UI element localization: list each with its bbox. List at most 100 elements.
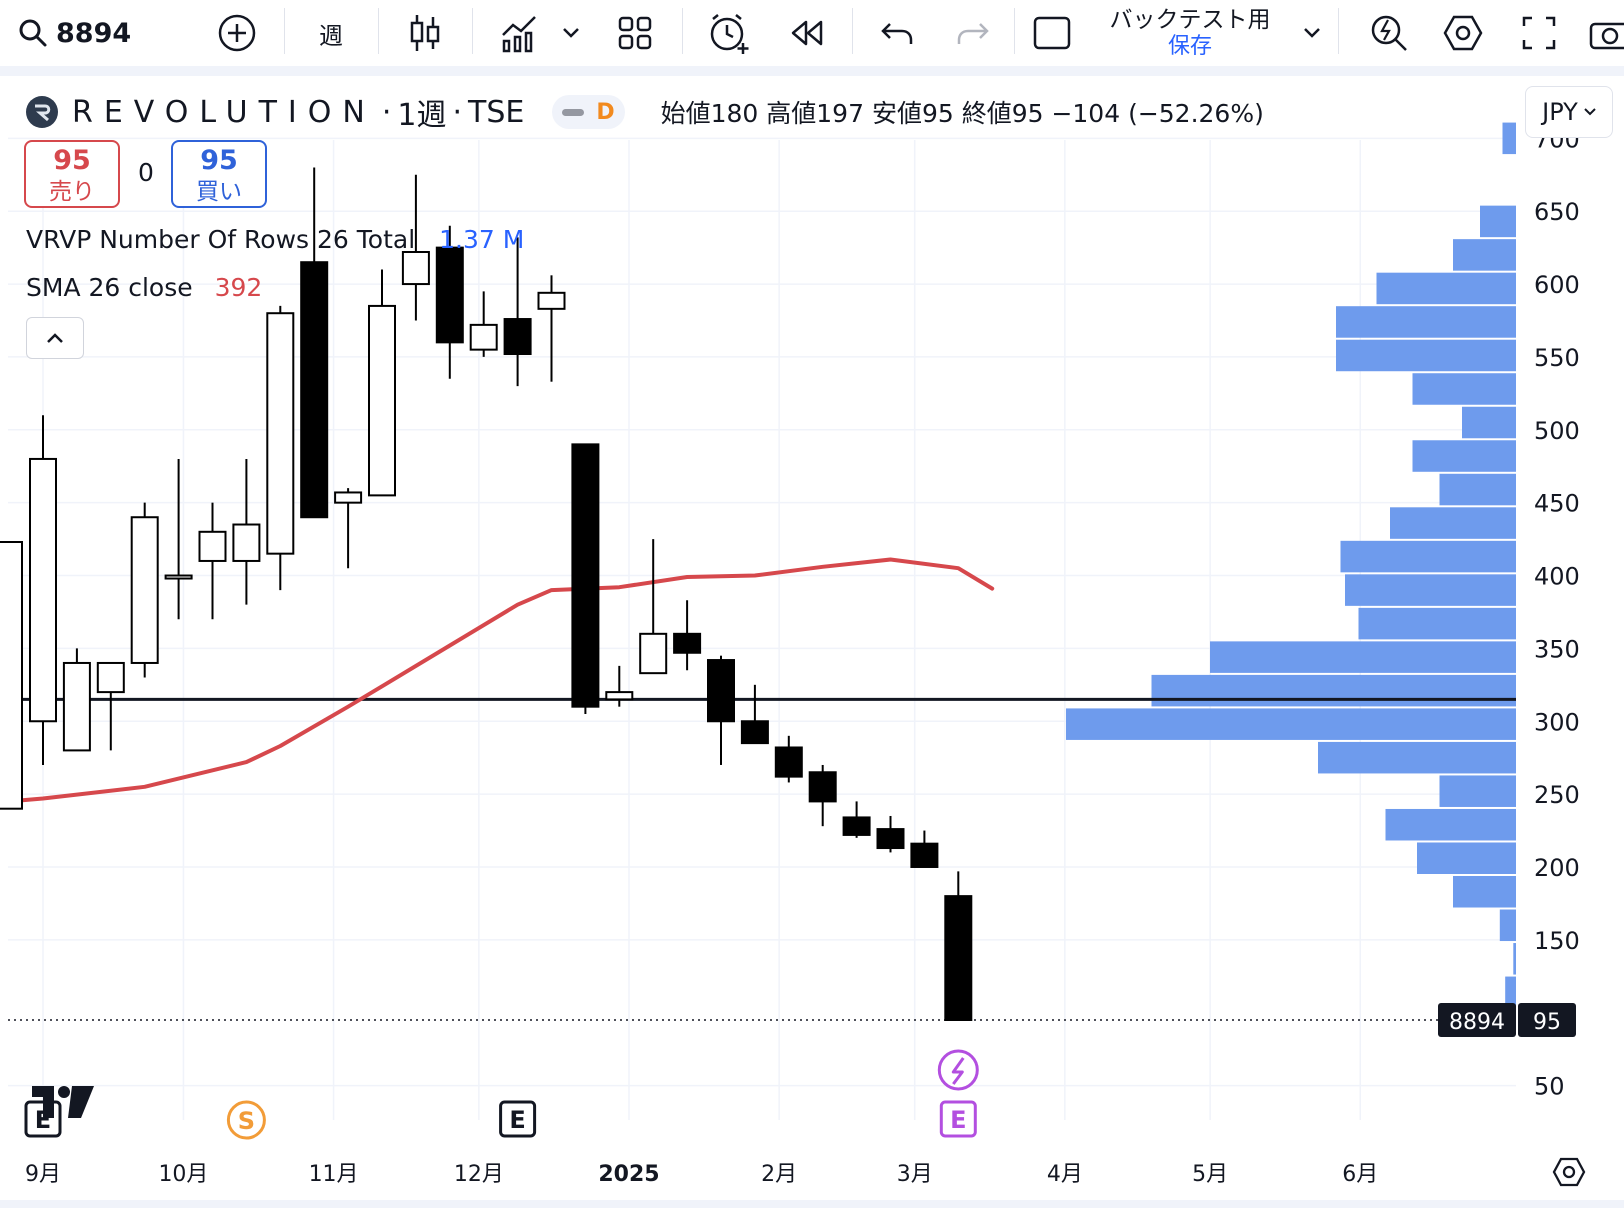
x-axis-tick-label: 10月 [158,1162,208,1187]
replay-button[interactable] [782,0,832,66]
candle-down [571,443,600,708]
data-status-badge[interactable]: D [552,95,625,129]
candle-up [639,632,668,675]
undo-button[interactable] [872,0,922,66]
candle-down [673,632,702,654]
candle-partial [0,541,23,810]
x-axis-tick-label: 4月 [1047,1162,1083,1187]
candle-down [707,659,735,723]
x-axis-tick-label: 9月 [25,1162,61,1187]
layout-dropdown-button[interactable] [1298,0,1326,66]
quick-search-button[interactable] [1364,0,1414,66]
y-axis-tick-label: 150 [1534,927,1580,955]
sma-legend[interactable]: SMA 26 close 392 [26,273,262,302]
sell-price: 95 [53,145,91,176]
lightning-marker [937,1049,979,1091]
camera-icon [1589,22,1624,50]
buy-button[interactable]: 95 買い [171,140,267,208]
toolbar-separator [0,66,1624,76]
x-axis-tick-label: 5月 [1192,1162,1228,1187]
volume-profile-bar [1336,306,1516,338]
x-axis-tick-label: 6月 [1342,1162,1378,1187]
toolbar-divider [1338,8,1339,54]
indicators-button[interactable] [494,0,544,66]
split-event-marker [226,1100,266,1140]
candle-down [435,246,464,344]
tradingview-logo-icon [32,1086,94,1118]
chart-legend-row: REVOLUTION · 1週 · TSE D 始値180 高値197 安値95… [26,90,1264,134]
y-axis-tick-label: 50 [1534,1073,1565,1101]
indicators-icon [502,16,536,53]
undo-icon [881,23,913,44]
last-price-tag [1518,1003,1576,1037]
window-icon [1033,16,1071,50]
earnings-event-marker [499,1100,537,1138]
candle-up [130,516,159,664]
candlestick-icon [410,15,440,51]
candle-up [605,691,634,701]
y-axis-tick-label: 250 [1534,781,1580,809]
toolbar-divider [852,8,853,54]
company-logo-icon [26,96,58,128]
lightning-icon [951,1057,965,1085]
top-toolbar: 8894 週 [0,0,1624,66]
save-status: 保存 [1167,34,1212,59]
volume-profile-bar [1151,674,1516,707]
sell-button[interactable]: 95 売り [24,140,120,208]
y-axis-tick-label: 200 [1534,854,1580,882]
volume-profile-bar [1336,339,1516,372]
candle-down [944,895,973,1022]
gear-icon [1443,15,1483,51]
layout-select-button[interactable] [1030,0,1074,66]
axis-settings-button[interactable] [1552,1157,1586,1191]
volume-profile-bar [1318,741,1516,774]
y-axis-tick-label: 550 [1534,344,1580,372]
volume-profile-bar [1480,205,1516,238]
x-axis-tick-label: 12月 [454,1162,504,1187]
alert-button[interactable] [704,0,754,66]
chevron-down-icon [563,28,579,38]
y-axis-tick-label: 600 [1534,271,1580,299]
x-axis-tick-label: 2月 [761,1162,797,1187]
volume-profile-bar [1453,239,1516,271]
alarm-clock-plus-icon [710,14,749,54]
candle-up [198,530,227,562]
earnings-event-marker [939,1100,977,1138]
chart-type-button[interactable] [400,0,450,66]
bottom-separator [0,1200,1624,1208]
ohlc-values: 始値180 高値197 安値95 終値95 −104 (−52.26%) [660,99,1264,128]
sma-label: SMA 26 close [26,273,193,302]
indicators-dropdown-button[interactable] [556,0,586,66]
y-axis-tick-label: 500 [1534,417,1580,445]
tradingview-logo[interactable] [32,1086,94,1124]
toolbar-divider [472,8,473,54]
legend-dot: · [452,94,463,130]
volume-profile-bar [1345,574,1516,606]
volume-profile-bar [1390,507,1516,539]
collapse-legend-button[interactable] [26,317,84,359]
symbol-search-button[interactable]: 8894 [18,0,138,66]
fullscreen-button[interactable] [1514,0,1564,66]
settings-button[interactable] [1438,0,1488,66]
screenshot-button[interactable] [1588,0,1624,66]
redo-button[interactable] [948,0,998,66]
volume-profile-bar [1340,540,1516,573]
sma-value: 392 [214,273,263,302]
vrvp-legend[interactable]: VRVP Number Of Rows 26 Total 1.37 M [26,225,524,254]
layout-button[interactable] [610,0,660,66]
add-symbol-button[interactable] [212,0,262,66]
backtest-layout-button[interactable]: バックテスト用 保存 [1090,0,1290,66]
volume-profile-bar [1385,808,1516,841]
chevron-down-icon [1584,108,1596,116]
earnings-event-label: E [509,1106,525,1134]
redo-icon [957,23,989,44]
symbol-price-tag [1438,1003,1516,1037]
symbol-tag-text: 8894 [1449,1010,1505,1035]
last-price-text: 95 [1533,1010,1561,1035]
vrvp-label: VRVP Number Of Rows 26 Total [26,225,416,254]
delayed-data-label: D [596,99,615,125]
x-axis-tick-label: 11月 [309,1162,359,1187]
interval-button[interactable]: 週 [306,0,356,66]
currency-select[interactable]: JPY [1525,86,1613,138]
